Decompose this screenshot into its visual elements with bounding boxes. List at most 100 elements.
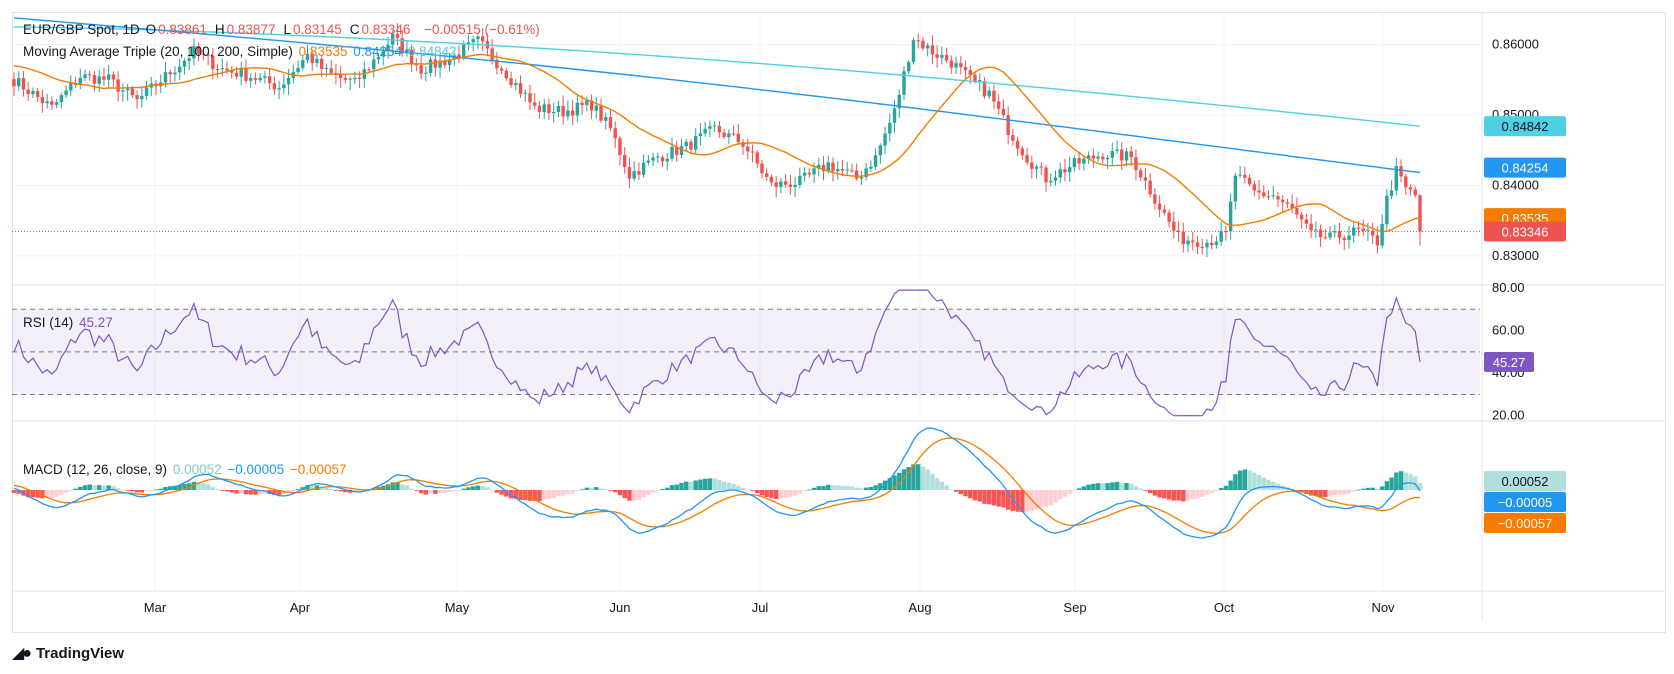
candle-body — [168, 72, 172, 75]
candle-body — [414, 64, 419, 66]
candle-body — [182, 60, 187, 67]
candle-body — [769, 176, 774, 183]
candle-body — [424, 72, 428, 74]
candle-body — [135, 95, 139, 100]
macd-hist-bar — [863, 487, 869, 490]
macd-hist-bar — [1110, 482, 1115, 490]
candle-body — [1034, 166, 1039, 169]
candle-body — [1214, 241, 1219, 246]
candle-body — [111, 74, 116, 80]
macd-hist-bar — [868, 487, 874, 490]
macd-hist-bar — [1105, 483, 1110, 490]
candle-body — [608, 117, 613, 129]
macd-hist-bar — [111, 486, 116, 490]
macd-hist-bar — [608, 490, 613, 491]
candle-body — [116, 79, 120, 92]
macd-hist-bar — [324, 487, 329, 490]
macd-hist-bar — [1114, 481, 1120, 490]
time-tick-label: Sep — [1063, 600, 1086, 615]
macd-badge-label: −0.00057 — [1498, 516, 1553, 531]
candle-body — [267, 76, 272, 84]
candle-body — [12, 79, 16, 87]
macd-hist-bar — [712, 478, 717, 490]
macd-hist-bar — [1100, 483, 1106, 490]
candle-body — [1153, 194, 1157, 204]
macd-hist-bar — [613, 490, 618, 493]
macd-hist-bar — [92, 485, 97, 490]
candle-body — [121, 90, 125, 92]
macd-hist-bar — [494, 490, 500, 493]
candle-body — [1323, 237, 1328, 239]
candle-body — [381, 51, 385, 57]
macd-hist-bar — [537, 490, 542, 502]
candle-body — [514, 83, 518, 86]
candle-body — [660, 157, 665, 162]
candle-body — [130, 88, 135, 96]
candle-body — [821, 164, 826, 172]
candle-body — [551, 111, 556, 114]
candle-body — [594, 105, 598, 111]
macd-hist-bar — [1067, 490, 1072, 494]
ma200-line — [14, 26, 1421, 127]
macd-hist-bar — [1252, 472, 1257, 490]
macd-hist-bar — [480, 485, 485, 490]
macd-histogram — [11, 464, 1423, 512]
macd-hist-bar — [807, 489, 812, 491]
candle-body — [812, 168, 816, 175]
candle-body — [1314, 229, 1318, 231]
macd-hist-bar — [968, 490, 973, 499]
macd-hist-bar — [101, 485, 107, 490]
candle-body — [206, 54, 210, 56]
ma100-line — [13, 17, 1421, 174]
candle-body — [622, 154, 627, 167]
candle-body — [523, 92, 527, 94]
candle-body — [50, 101, 54, 105]
candle-body — [542, 104, 546, 112]
macd-hist-bar — [414, 490, 419, 491]
candle-body — [902, 71, 906, 95]
macd-hist-bar — [1024, 490, 1030, 512]
candle-body — [1181, 231, 1185, 245]
macd-hist-bar — [343, 490, 348, 493]
macd-hist-bar — [788, 490, 793, 497]
macd-hist-bar — [504, 490, 509, 497]
macd-hist-bar — [930, 473, 935, 490]
rsi-tick-label: 60.00 — [1492, 323, 1525, 338]
candle-body — [1195, 242, 1200, 247]
candle-body — [125, 88, 130, 91]
tradingview-logo[interactable]: ◢● TradingView — [12, 643, 124, 663]
candle-body — [1375, 235, 1380, 246]
macd-hist-bar — [797, 490, 803, 494]
candle-body — [419, 65, 423, 74]
candle-body — [831, 162, 835, 172]
macd-hist-bar — [1228, 480, 1233, 490]
macd-hist-bar — [1133, 486, 1139, 490]
candle-body — [348, 78, 352, 80]
candle-body — [395, 33, 400, 39]
macd-hist-bar — [182, 483, 187, 490]
macd-hist-bar — [106, 485, 111, 490]
macd-hist-bar — [688, 481, 694, 490]
candle-body — [736, 133, 741, 143]
macd-hist-bar — [139, 490, 145, 493]
candle-body — [788, 184, 793, 187]
macd-hist-bar — [934, 478, 940, 490]
candle-body — [78, 77, 82, 85]
candle-body — [1006, 115, 1010, 136]
candle-body — [978, 80, 982, 82]
macd-hist-bar — [134, 490, 140, 493]
candle-body — [1247, 177, 1252, 185]
candle-body — [817, 164, 821, 169]
macd-label: MACD (12, 26, close, 9) — [23, 462, 168, 477]
macd-hist-bar — [1010, 490, 1016, 511]
macd-hist-bar — [840, 485, 845, 490]
candle-body — [1281, 199, 1285, 203]
candle-body — [840, 169, 845, 171]
price-badge — [1484, 116, 1566, 137]
candle-body — [1243, 174, 1247, 178]
candle-body — [239, 68, 243, 77]
candle-body — [987, 90, 991, 97]
candle-body — [201, 53, 206, 55]
macd-hist-bar — [409, 488, 414, 490]
